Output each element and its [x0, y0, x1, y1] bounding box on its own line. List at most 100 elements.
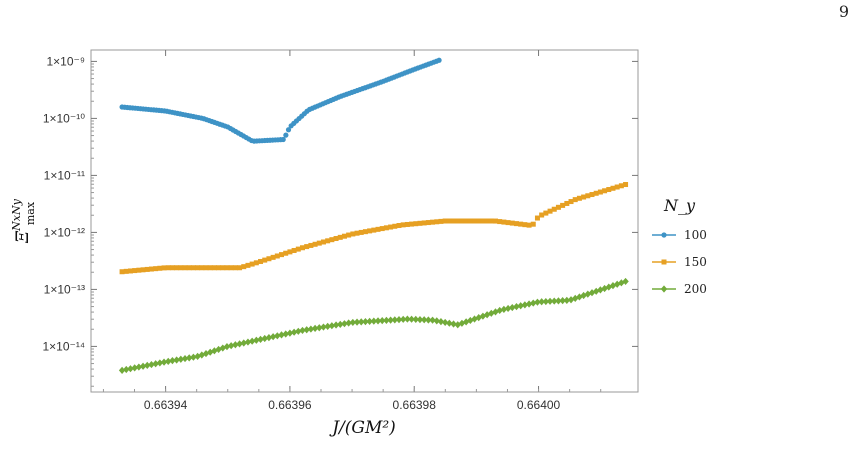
y-tick-label: 1×10⁻¹¹: [44, 168, 85, 182]
series-200-point: [353, 318, 361, 326]
y-tick-label: 1×10⁻¹⁰: [43, 111, 85, 125]
y-tick-label: 1×10⁻⁹: [46, 54, 85, 68]
series-150-point: [467, 218, 473, 224]
y-axis-title-sup: NxNy: [10, 198, 23, 231]
series-200-point: [244, 338, 252, 346]
series-150-point: [249, 261, 255, 267]
series-200-point: [597, 286, 604, 294]
series-200-point: [580, 291, 587, 300]
series-200-point: [420, 316, 428, 324]
series-200-point: [148, 360, 155, 369]
series-200-point: [412, 315, 419, 323]
series-150-point: [413, 221, 419, 227]
series-200-point: [181, 354, 189, 363]
series-150-point: [480, 218, 486, 224]
series-200-point: [530, 299, 537, 307]
legend-item-200: 200: [652, 282, 707, 296]
series-200-point: [366, 317, 373, 325]
caption-fragment: [0, 446, 863, 470]
series-150-point: [132, 268, 138, 274]
legend-label: 200: [684, 282, 707, 296]
series-200-point: [227, 342, 235, 350]
y-tick-label: 1×10⁻¹⁴: [42, 339, 85, 353]
series-200-point: [504, 304, 512, 313]
series-100-point: [285, 127, 292, 133]
series-150-point: [127, 268, 133, 274]
series-150-point: [148, 266, 154, 272]
series-150-point: [614, 184, 620, 190]
x-tick-label: 0.66396: [268, 398, 312, 412]
legend: N_y 100 150 200: [652, 196, 707, 296]
series-200-point: [387, 316, 394, 324]
series-200-point: [433, 317, 440, 325]
series-200-point: [332, 321, 340, 329]
series-200-point: [383, 316, 390, 324]
series-200-point: [559, 297, 566, 305]
series-100-point: [283, 132, 289, 138]
legend-label: 100: [684, 228, 707, 242]
series-150-point: [589, 192, 595, 198]
series-150-point: [316, 240, 322, 246]
series-150-point: [421, 220, 427, 226]
series-200-point: [416, 315, 424, 324]
x-axis-title: J/(GM²): [329, 418, 396, 438]
series-150-point: [174, 265, 180, 271]
series-150-point: [140, 267, 146, 273]
series-200-point: [248, 337, 256, 345]
series-150-point: [493, 218, 499, 224]
series-200-point: [567, 296, 575, 304]
series-150-point: [211, 265, 217, 271]
series-150-point: [270, 254, 276, 260]
series-200-point: [605, 283, 612, 291]
series-150-point: [564, 200, 570, 206]
series-150-point: [304, 244, 310, 250]
y-tick-label: 1×10⁻¹³: [44, 282, 85, 296]
series-150-point: [488, 218, 494, 224]
series-150-point: [203, 265, 209, 271]
series-150-point: [459, 218, 465, 224]
series-150-point: [266, 256, 272, 262]
series-150-point: [123, 268, 129, 274]
series-150-point: [245, 262, 251, 268]
series-150-point: [119, 269, 125, 275]
series-150-point: [216, 265, 222, 271]
series-200-point: [483, 311, 491, 319]
series-150-point: [258, 258, 264, 264]
series-150-point: [543, 210, 549, 216]
series-150-point: [362, 229, 368, 235]
series-150-point: [463, 218, 469, 224]
series-200-point: [261, 334, 268, 343]
series-150: [119, 182, 629, 275]
series-200-point: [517, 302, 524, 310]
series-200-point: [236, 340, 243, 348]
series-150-point: [455, 218, 461, 224]
series-200-point: [391, 316, 399, 324]
series-150-point: [572, 197, 578, 203]
series-150-point: [484, 218, 490, 224]
series-200-point: [282, 330, 289, 338]
series-150-point: [379, 226, 385, 232]
series-200-point: [295, 327, 302, 335]
series-200-point: [169, 357, 176, 365]
series-200-point: [538, 298, 545, 306]
series-150-point: [568, 199, 574, 205]
series-150-point: [232, 265, 238, 271]
series-150-point: [153, 266, 159, 272]
series-200-point: [156, 359, 164, 367]
series-200-point: [219, 344, 226, 352]
y-axis-title: ΞNxNymax: [10, 198, 37, 243]
series-150-point: [182, 265, 188, 271]
series-200-point: [160, 358, 168, 366]
series-150-point: [392, 223, 398, 229]
series-200-point: [190, 353, 197, 361]
series-150-point: [169, 265, 175, 271]
series-150-point: [237, 265, 243, 271]
series-150-point: [287, 249, 293, 255]
series-150-point: [400, 222, 406, 228]
plot-frame: [90, 49, 639, 393]
series-150-point: [425, 220, 431, 226]
series-150-point: [178, 265, 184, 271]
series-150-point: [262, 257, 268, 263]
series-200-point: [450, 320, 457, 328]
series-200-point: [404, 315, 411, 323]
